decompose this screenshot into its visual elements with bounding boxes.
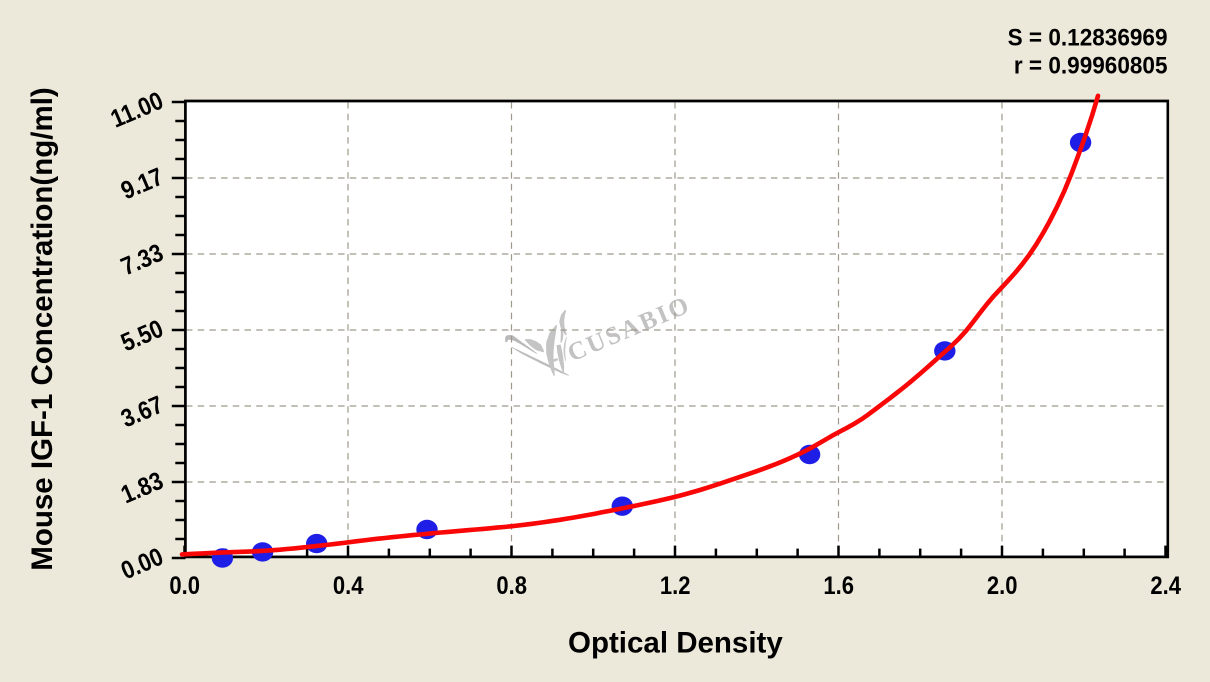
svg-text:Optical Density: Optical Density (568, 627, 783, 660)
svg-text:1.2: 1.2 (660, 573, 691, 601)
svg-text:2.4: 2.4 (1150, 573, 1181, 601)
svg-text:r = 0.99960805: r = 0.99960805 (1014, 52, 1168, 79)
svg-text:S = 0.12836969: S = 0.12836969 (1008, 24, 1168, 51)
svg-text:1.6: 1.6 (823, 573, 854, 601)
svg-text:0.0: 0.0 (169, 573, 200, 601)
svg-text:Mouse IGF-1 Concentration(ng/m: Mouse IGF-1 Concentration(ng/ml) (26, 87, 59, 570)
svg-text:0.8: 0.8 (496, 573, 527, 601)
svg-text:0.4: 0.4 (333, 573, 364, 601)
svg-text:2.0: 2.0 (987, 573, 1018, 601)
